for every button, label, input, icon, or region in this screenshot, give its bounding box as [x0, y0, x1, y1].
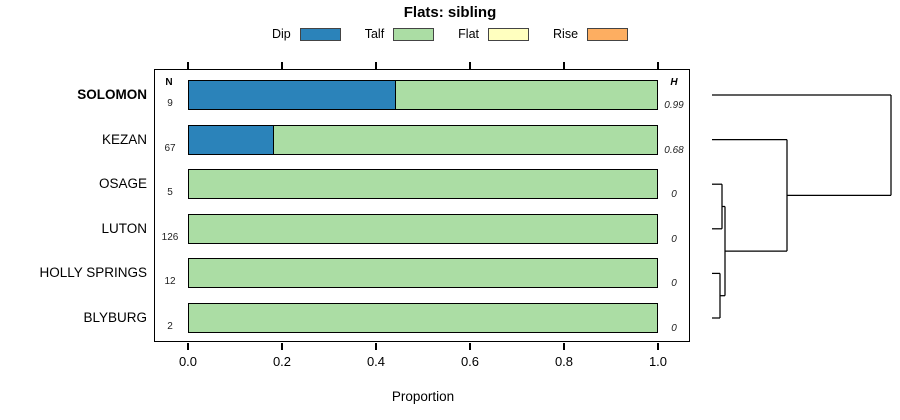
n-value: 2 — [167, 321, 173, 332]
bar-kezan — [188, 124, 658, 155]
x-axis-tick-label: 0.4 — [366, 354, 386, 369]
legend-swatch — [299, 27, 341, 41]
legend-item-rise: Rise — [553, 27, 629, 41]
x-axis-tick-label: 0.0 — [178, 354, 198, 369]
x-axis-tick-bottom — [563, 342, 565, 350]
x-axis-tick-label: 0.6 — [460, 354, 480, 369]
legend-label: Talf — [364, 27, 385, 41]
row-label-kezan: KEZAN — [101, 131, 147, 147]
row-label-luton: LUTON — [101, 220, 147, 236]
x-axis-tick-label: 1.0 — [648, 354, 668, 369]
x-axis-tick-top — [187, 62, 189, 69]
x-axis-tick-top — [281, 62, 283, 69]
legend-item-flat: Flat — [458, 27, 530, 41]
row-label-osage: OSAGE — [98, 176, 147, 192]
bar-holly-springs — [188, 258, 658, 289]
bar-solomon — [188, 80, 658, 110]
h-value: 0 — [671, 189, 677, 201]
row-label-solomon: SOLOMON — [77, 87, 147, 102]
x-axis-tick-bottom — [281, 342, 283, 350]
bar-osage — [188, 169, 658, 200]
bar-segment-dip — [189, 81, 395, 109]
bar-segment-talf — [189, 214, 657, 243]
n-value: 67 — [164, 142, 176, 154]
h-value: 0.99 — [664, 100, 684, 111]
x-axis-tick-bottom — [375, 342, 377, 350]
legend-label: Dip — [271, 27, 291, 41]
bar-blyburg — [188, 303, 658, 333]
h-value: 0 — [671, 278, 677, 290]
legend-label: Rise — [553, 27, 579, 41]
bar-luton — [188, 213, 658, 244]
x-axis-tick-top — [657, 62, 659, 69]
row-label-holly-springs: HOLLY SPRINGS — [39, 265, 147, 281]
h-value: 0 — [671, 233, 677, 245]
n-value: 5 — [167, 187, 173, 199]
h-value: 0 — [671, 323, 677, 334]
n-value: 12 — [164, 276, 176, 288]
n-value: 9 — [167, 98, 173, 109]
legend-swatch — [587, 27, 629, 41]
legend-item-talf: Talf — [364, 27, 435, 41]
legend-label: Flat — [458, 27, 480, 41]
bar-segment-talf — [273, 125, 657, 154]
x-axis-tick-top — [563, 62, 565, 69]
bar-segment-talf — [189, 259, 657, 288]
legend-swatch — [393, 27, 435, 41]
n-column-header: N — [165, 77, 173, 88]
bar-segment-talf — [189, 304, 657, 332]
plot-area — [154, 69, 690, 342]
x-axis-tick-top — [469, 62, 471, 69]
bar-segment-dip — [189, 125, 274, 154]
bar-segment-talf — [189, 170, 657, 199]
x-axis-tick-label: 0.2 — [272, 354, 292, 369]
x-axis-label: Proportion — [391, 389, 455, 404]
chart-title: Flats: sibling — [403, 4, 497, 21]
n-value: 126 — [161, 231, 179, 243]
row-label-blyburg: BLYBURG — [83, 310, 147, 325]
x-axis-tick-bottom — [187, 342, 189, 350]
legend-swatch — [488, 27, 530, 41]
x-axis-tick-label: 0.8 — [554, 354, 574, 369]
x-axis-tick-bottom — [469, 342, 471, 350]
x-axis-tick-top — [375, 62, 377, 69]
legend: Dip Talf Flat Rise — [0, 27, 900, 41]
bar-segment-talf — [394, 81, 657, 109]
legend-item-dip: Dip — [272, 27, 341, 41]
h-column-header: H — [670, 77, 678, 88]
h-value: 0.68 — [664, 144, 684, 156]
x-axis-tick-bottom — [657, 342, 659, 350]
